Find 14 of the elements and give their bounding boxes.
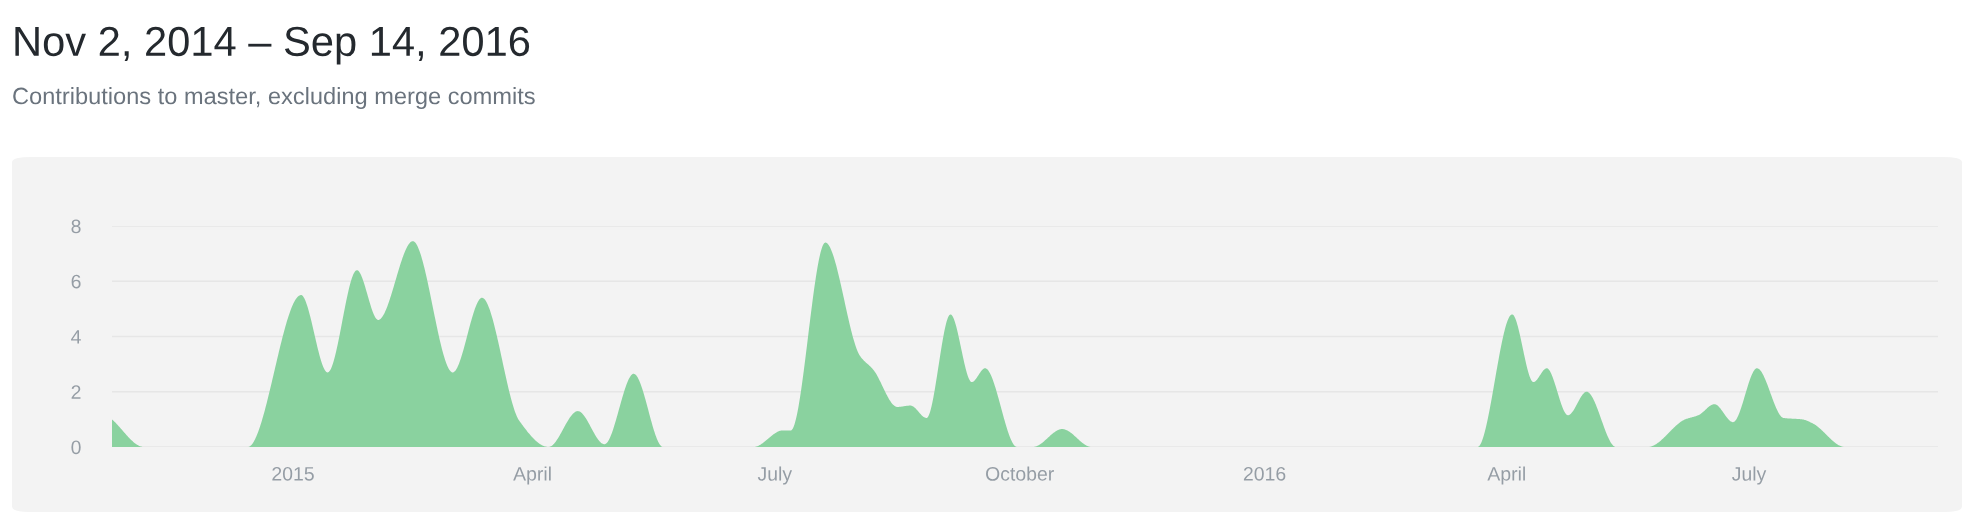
chart-subtitle: Contributions to master, excluding merge commits <box>13 87 535 109</box>
x-tick-label: 2015 <box>272 466 314 481</box>
x-tick-label: July <box>757 466 793 485</box>
y-tick-label: 2 <box>71 385 81 399</box>
x-tick-label: October <box>986 466 1054 481</box>
y-tick-label: 6 <box>71 274 81 289</box>
x-tick-label: April <box>513 466 551 485</box>
y-tick-label: 0 <box>71 440 81 455</box>
x-tick-label: July <box>1732 466 1767 485</box>
chart-title: Nov 2, 2014 – Sep 14, 2016 <box>15 26 530 65</box>
x-tick-label: 2016 <box>1243 466 1286 481</box>
y-tick-label: 4 <box>71 330 81 344</box>
y-tick-label: 8 <box>71 219 81 234</box>
x-tick-label: April <box>1487 466 1525 485</box>
